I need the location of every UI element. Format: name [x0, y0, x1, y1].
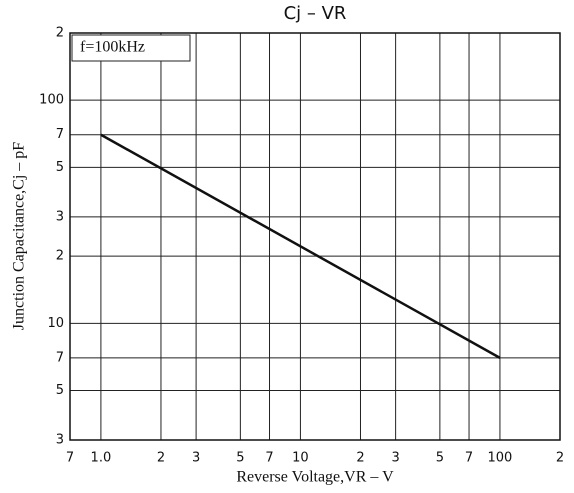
x-tick-label: 3 — [192, 451, 200, 466]
x-tick-label: 7 — [265, 451, 273, 466]
x-tick-label: 100 — [488, 451, 513, 466]
y-tick-label: 5 — [56, 383, 64, 398]
x-tick-label: 3 — [391, 451, 399, 466]
chart-title: Cj – VR — [284, 3, 347, 24]
y-tick-label: 7 — [56, 127, 64, 142]
data-line — [100, 133, 501, 359]
x-tick-label: 1.0 — [91, 451, 112, 466]
y-axis-label: Junction Capacitance,Cj – pF — [11, 142, 28, 331]
x-tick-label: 2 — [356, 451, 364, 466]
y-tick-label: 3 — [56, 209, 64, 224]
y-tick-label: 3 — [56, 433, 64, 448]
plot-frame — [69, 32, 561, 441]
y-tick-label: 2 — [56, 249, 64, 264]
x-tick-label: 7 — [66, 451, 74, 466]
x-tick-label: 7 — [465, 451, 473, 466]
x-axis-label: Reverse Voltage,VR – V — [236, 469, 394, 486]
y-tick-label: 100 — [39, 93, 64, 108]
x-tick-label: 10 — [292, 451, 309, 466]
y-tick-label: 7 — [56, 350, 64, 365]
y-tick-label: 2 — [56, 26, 64, 41]
annotation-box — [71, 34, 191, 62]
y-tick-label: 5 — [56, 160, 64, 175]
x-tick-label: 2 — [157, 451, 165, 466]
x-tick-label: 2 — [556, 451, 564, 466]
annotation: f=100kHz — [80, 39, 145, 56]
y-tick-label: 10 — [47, 316, 64, 331]
x-tick-label: 5 — [436, 451, 444, 466]
x-tick-label: 5 — [236, 451, 244, 466]
